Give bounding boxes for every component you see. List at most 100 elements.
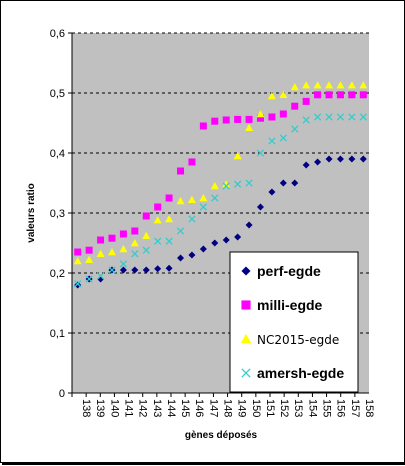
data-point [142,231,151,239]
data-point [96,249,105,257]
data-point [233,180,242,188]
data-point [279,134,287,142]
y-tick-label: 0,2 [50,268,65,280]
data-point [222,180,231,188]
data-point [211,194,219,202]
x-tick-label: 150 [250,399,262,417]
data-point [165,237,173,245]
data-point [154,237,162,245]
data-point [336,91,344,99]
legend-marker [240,333,252,344]
data-point [291,179,299,187]
data-point [314,91,322,99]
x-tick-label: 146 [193,399,205,417]
data-point [131,227,139,235]
data-points [73,81,368,289]
data-point [107,248,116,256]
data-point [154,203,162,211]
data-point [302,81,311,89]
data-point [119,260,128,268]
data-point [291,125,299,133]
x-tick-label: 154 [306,399,318,417]
data-point [188,251,196,259]
data-point [268,188,276,196]
x-tick-label: 149 [236,399,248,417]
data-point [130,239,139,247]
x-tick-label: 140 [108,399,120,417]
data-point [211,239,219,247]
data-point [313,113,322,121]
data-point [314,158,322,166]
y-tick-labels: 0 0,1 0,2 0,3 0,4 0,5 0,6 [50,28,72,400]
data-point [222,182,230,190]
data-point [210,182,219,190]
legend-label: milli-egde [257,297,323,313]
x-tick-label: 142 [137,399,149,417]
data-point [188,158,196,166]
data-point [142,246,150,254]
data-point [234,233,242,241]
data-point [165,194,173,202]
data-point [325,113,333,121]
data-point [153,216,162,224]
data-point [165,264,173,272]
x-tick-label: 141 [123,399,135,417]
series-NC2015-egde [73,81,368,265]
data-point [325,81,334,89]
data-point [142,266,150,274]
x-tick-label: 153 [292,399,304,417]
x-tick-label: 143 [151,399,163,417]
data-point [154,265,162,273]
x-tick-label: 144 [165,399,177,417]
data-point [176,227,185,235]
data-point [336,81,345,89]
data-point [199,194,208,202]
data-point [359,81,368,89]
data-point [85,246,93,254]
data-point [222,236,230,244]
data-point [74,248,82,256]
x-tick-label: 152 [278,399,290,417]
data-point [74,281,82,289]
legend: perf-egde milli-egde NC2015-egde amersh-egd… [229,251,359,393]
data-point [245,123,254,131]
data-point [336,155,344,163]
data-point [85,275,93,283]
data-point [291,102,299,110]
data-point [359,113,367,121]
data-point [108,266,116,274]
y-tick-label: 0,4 [50,148,65,160]
legend-label: perf-egde [257,263,321,279]
data-point [119,230,127,238]
data-point [348,155,356,163]
legend-label: amersh-egde [257,365,344,381]
data-point [267,92,276,100]
data-point [256,203,264,211]
data-point [199,203,208,211]
data-point [347,81,356,89]
data-point [142,212,150,220]
data-point [302,161,310,169]
series-milli-egde [74,91,367,256]
y-tick-label: 0,1 [50,328,65,340]
data-point [233,152,242,160]
legend-box [229,251,359,393]
x-axis-title: gènes déposés [185,430,258,441]
data-point [187,195,196,203]
data-point [325,155,333,163]
x-tick-label: 147 [207,399,219,417]
y-tick-label: 0,3 [50,208,65,220]
x-tick-label: 139 [94,399,106,417]
data-point [234,115,242,123]
y-axis-title: valeurs ratio [26,183,37,242]
data-point [199,245,207,253]
data-point [245,179,253,187]
data-point [336,113,345,121]
x-tick-label: 145 [179,399,191,417]
data-point [279,90,288,98]
data-point [177,167,185,175]
data-point [256,110,265,118]
x-tick-label: 155 [321,399,333,417]
data-point [119,266,127,274]
